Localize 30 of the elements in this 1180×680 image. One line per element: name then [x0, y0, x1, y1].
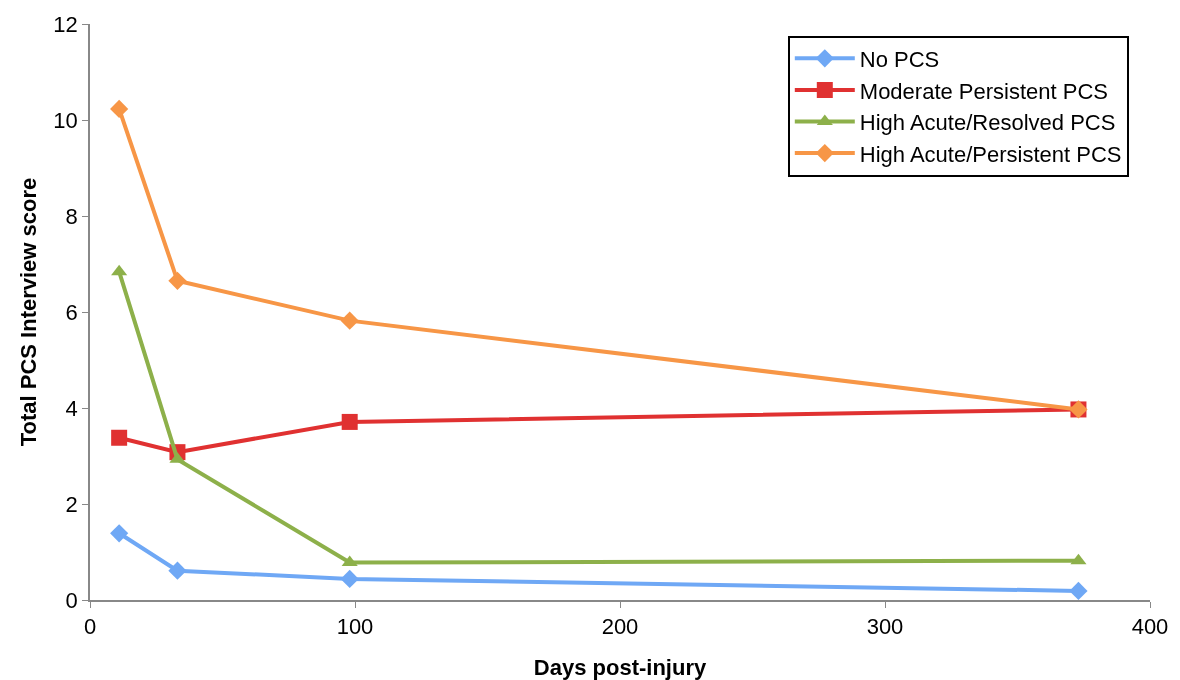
y-tick-label: 0	[65, 587, 78, 613]
point	[340, 311, 359, 330]
y-tick-label: 2	[65, 491, 78, 517]
legend-label: No PCS	[859, 46, 940, 72]
legend-label: High Acute/Resolved PCS	[859, 110, 1116, 136]
x-axis-title: Days post-injury	[533, 655, 707, 680]
point	[168, 271, 187, 290]
point	[341, 555, 358, 567]
point	[110, 99, 129, 119]
point	[341, 413, 358, 430]
y-axis-title: Total PCS Interview score	[15, 177, 41, 447]
point	[111, 429, 128, 446]
y-tick-label: 10	[53, 107, 78, 133]
point	[1069, 581, 1088, 600]
x-tick-label: 400	[1131, 614, 1169, 640]
legend-label: High Acute/Persistent PCS	[859, 141, 1122, 167]
y-tick-label: 6	[65, 299, 78, 325]
x-tick-label: 200	[601, 614, 639, 640]
x-tick-label: 0	[83, 614, 97, 640]
point	[168, 561, 187, 580]
x-tick-label: 100	[336, 614, 374, 640]
point	[111, 264, 128, 276]
point	[1070, 553, 1087, 565]
y-tick-label: 4	[65, 395, 78, 421]
legend-label: Moderate Persistent PCS	[859, 78, 1109, 104]
y-tick-label: 8	[65, 203, 78, 229]
point	[110, 524, 129, 543]
x-tick-label: 300	[866, 614, 904, 640]
y-tick-label: 12	[53, 11, 78, 37]
point	[340, 569, 359, 588]
